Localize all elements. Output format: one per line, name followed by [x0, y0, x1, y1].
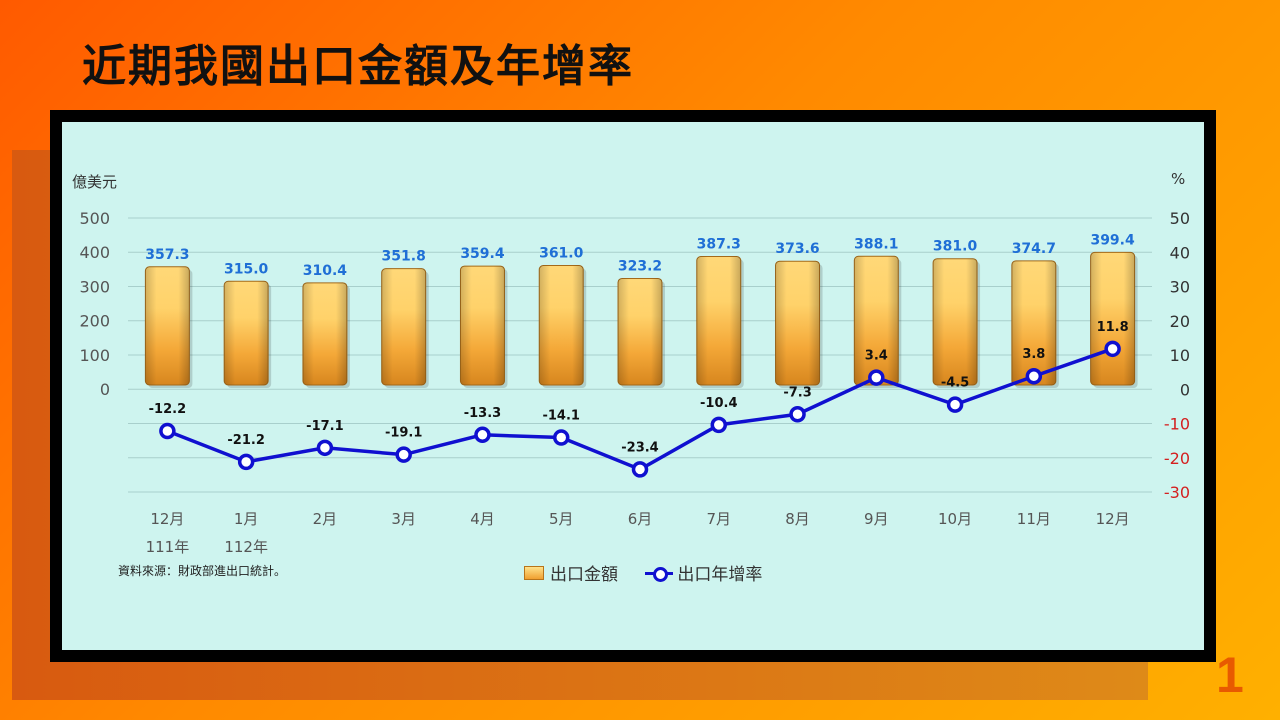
bar-data-label: 387.3	[697, 237, 741, 253]
chart-legend: 出口金額 出口年增率	[524, 560, 784, 585]
x-axis-category-label: 1月	[234, 510, 259, 528]
bar-data-label: 323.2	[618, 258, 662, 274]
legend-item-growth-rate: 出口年增率	[645, 560, 762, 585]
right-axis-tick-label: -30	[1164, 483, 1190, 502]
growth-rate-point	[159, 422, 176, 440]
x-axis-category-label: 12月	[150, 510, 184, 528]
left-axis-tick-label: 100	[79, 346, 110, 365]
bar-shading	[224, 281, 269, 385]
growth-rate-data-label: -21.2	[227, 433, 264, 448]
growth-rate-point	[474, 426, 491, 444]
growth-rate-point	[789, 406, 806, 423]
growth-rate-point	[316, 439, 334, 457]
growth-rate-point	[631, 461, 649, 478]
bar-shading	[933, 258, 978, 385]
growth-rate-data-label: -14.1	[542, 409, 579, 424]
bar-data-label: 357.3	[145, 247, 189, 263]
growth-rate-point	[946, 396, 964, 413]
right-axis-tick-label: 10	[1170, 346, 1190, 365]
growth-rate-data-label: -13.3	[464, 406, 501, 421]
bar-data-label: 359.4	[460, 246, 505, 262]
x-axis-category-label: 5月	[549, 510, 574, 528]
page-number: 1	[1216, 647, 1244, 703]
bar-data-label: 315.0	[224, 261, 269, 277]
x-axis-category-label: 6月	[628, 510, 653, 528]
bar-shading	[775, 261, 820, 385]
x-axis-category-label: 8月	[785, 510, 810, 528]
growth-rate-point	[395, 446, 412, 463]
x-axis-category-label: 9月	[864, 510, 889, 528]
bar-shading	[1090, 252, 1135, 385]
bar-shading	[381, 268, 426, 385]
x-axis-category-label: 11月	[1017, 510, 1051, 528]
bar-data-label: 388.1	[854, 236, 898, 252]
x-axis-year-label: 111年	[146, 538, 190, 556]
right-axis-tick-label: -10	[1164, 415, 1190, 434]
bar-data-label: 381.0	[933, 239, 978, 255]
x-axis-category-label: 4月	[470, 510, 495, 528]
growth-rate-data-label: 3.4	[865, 349, 888, 364]
legend-label-growth-rate: 出口年增率	[677, 565, 763, 585]
growth-rate-point	[710, 416, 728, 434]
legend-bar-swatch	[524, 565, 544, 580]
growth-rate-point	[1025, 367, 1043, 385]
right-axis-tick-label: 30	[1170, 278, 1190, 297]
growth-rate-point	[552, 429, 570, 446]
chart-panel	[62, 122, 1204, 650]
slide-title: 近期我國出口金額及年增率	[82, 41, 634, 92]
bar-data-label: 310.4	[303, 263, 348, 279]
growth-rate-data-label: -23.4	[621, 440, 658, 455]
growth-rate-point	[868, 369, 885, 386]
x-axis-category-label: 2月	[313, 510, 338, 528]
growth-rate-data-label: -17.1	[306, 419, 343, 434]
bar-data-label: 351.8	[382, 249, 426, 265]
bar-data-label: 374.7	[1012, 241, 1056, 257]
left-axis-title: 億美元	[72, 173, 117, 191]
source-note: 資料來源：財政部進出口統計。	[118, 564, 287, 578]
growth-rate-data-label: -7.3	[783, 385, 811, 400]
x-axis-category-label: 12月	[1096, 510, 1130, 528]
bar-data-label: 399.4	[1090, 232, 1135, 248]
bar-shading	[854, 256, 899, 385]
right-axis-tick-label: -20	[1164, 449, 1190, 468]
x-axis-category-label: 7月	[706, 510, 731, 528]
right-axis-title: %	[1171, 170, 1185, 188]
growth-rate-data-label: 3.8	[1022, 347, 1045, 362]
right-axis-tick-label: 0	[1180, 380, 1190, 399]
growth-rate-point	[237, 453, 255, 471]
bar-data-label: 361.0	[539, 246, 584, 262]
bar-shading	[145, 266, 190, 385]
right-axis-tick-label: 20	[1170, 312, 1190, 331]
x-axis-category-label: 10月	[938, 510, 972, 528]
right-axis-tick-label: 50	[1170, 209, 1190, 228]
bar-shading	[302, 282, 347, 385]
bar-shading	[460, 266, 505, 385]
bar-shading	[539, 265, 584, 385]
growth-rate-data-label: -12.2	[149, 402, 186, 417]
bar-shading	[618, 278, 662, 385]
left-axis-tick-label: 500	[79, 209, 110, 228]
right-axis-tick-label: 40	[1170, 243, 1190, 262]
bar-shading	[696, 256, 741, 385]
legend-line-marker	[645, 566, 674, 582]
bar-data-label: 373.6	[775, 241, 819, 257]
growth-rate-data-label: -19.1	[385, 426, 422, 441]
left-axis-tick-label: 0	[100, 380, 110, 399]
growth-rate-data-label: 11.8	[1097, 320, 1129, 335]
left-axis-tick-label: 400	[79, 243, 110, 262]
left-axis-tick-label: 200	[79, 312, 110, 331]
left-axis-tick-label: 300	[79, 277, 110, 296]
legend-label-export-value: 出口金額	[550, 565, 618, 585]
growth-rate-data-label: -4.5	[941, 376, 969, 391]
growth-rate-point	[1104, 340, 1121, 358]
bar-shading	[1011, 260, 1056, 385]
x-axis-category-label: 3月	[391, 510, 416, 528]
legend-item-export-value: 出口金額	[524, 560, 618, 585]
x-axis-year-label: 112年	[224, 538, 268, 556]
growth-rate-data-label: -10.4	[700, 396, 737, 411]
